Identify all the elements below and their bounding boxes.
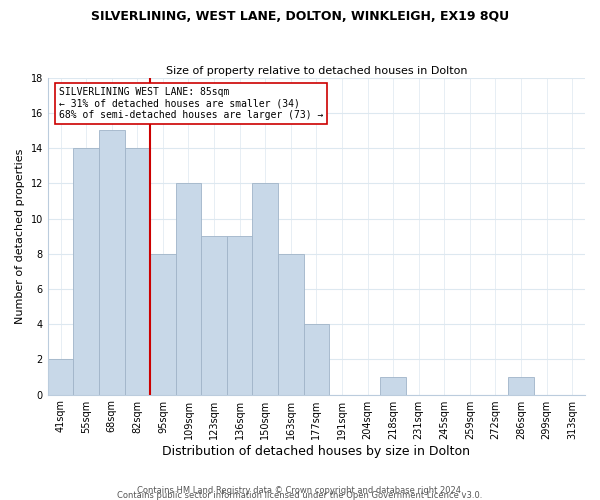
- Y-axis label: Number of detached properties: Number of detached properties: [15, 148, 25, 324]
- Text: Contains public sector information licensed under the Open Government Licence v3: Contains public sector information licen…: [118, 491, 482, 500]
- Bar: [380, 377, 406, 394]
- Bar: [73, 148, 99, 394]
- Bar: [99, 130, 125, 394]
- Bar: [150, 254, 176, 394]
- X-axis label: Distribution of detached houses by size in Dolton: Distribution of detached houses by size …: [163, 444, 470, 458]
- Bar: [508, 377, 534, 394]
- Bar: [278, 254, 304, 394]
- Title: Size of property relative to detached houses in Dolton: Size of property relative to detached ho…: [166, 66, 467, 76]
- Bar: [125, 148, 150, 394]
- Bar: [253, 184, 278, 394]
- Text: SILVERLINING, WEST LANE, DOLTON, WINKLEIGH, EX19 8QU: SILVERLINING, WEST LANE, DOLTON, WINKLEI…: [91, 10, 509, 23]
- Bar: [227, 236, 253, 394]
- Bar: [304, 324, 329, 394]
- Bar: [48, 360, 73, 394]
- Bar: [201, 236, 227, 394]
- Text: Contains HM Land Registry data © Crown copyright and database right 2024.: Contains HM Land Registry data © Crown c…: [137, 486, 463, 495]
- Text: SILVERLINING WEST LANE: 85sqm
← 31% of detached houses are smaller (34)
68% of s: SILVERLINING WEST LANE: 85sqm ← 31% of d…: [59, 87, 323, 120]
- Bar: [176, 184, 201, 394]
